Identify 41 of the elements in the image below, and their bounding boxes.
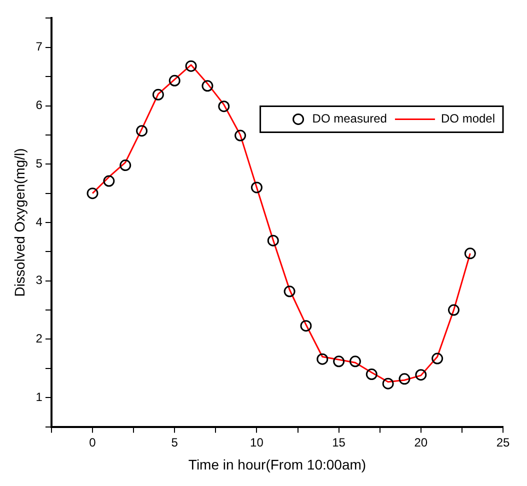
x-tick-label: 15 <box>332 435 346 450</box>
y-tick-label: 2 <box>36 332 43 346</box>
x-tick-label: 5 <box>171 435 178 450</box>
y-tick-label: 1 <box>36 390 43 404</box>
x-tick-label: 0 <box>89 435 96 450</box>
point <box>284 286 296 298</box>
point <box>382 378 394 390</box>
x-tick-label: 20 <box>414 435 428 450</box>
legend-label: DO measured <box>312 112 387 126</box>
point <box>448 304 460 316</box>
point <box>136 125 148 137</box>
point <box>398 373 410 385</box>
point <box>349 356 361 368</box>
point <box>415 369 427 381</box>
x-tick-label: 25 <box>496 435 510 450</box>
point <box>432 352 444 364</box>
point <box>333 356 345 368</box>
legend-label: DO model <box>440 112 496 126</box>
point <box>185 60 197 72</box>
point <box>152 88 164 100</box>
point <box>120 160 132 172</box>
point <box>300 320 312 332</box>
point <box>202 80 214 92</box>
x-axis-title: Time in hour(From 10:00am) <box>188 456 366 472</box>
y-tick-label: 6 <box>36 98 43 112</box>
point <box>267 234 279 246</box>
y-tick-label: 7 <box>36 40 43 54</box>
point <box>103 175 115 187</box>
y-tick-label: 4 <box>36 214 43 229</box>
point <box>250 182 262 194</box>
point <box>366 368 378 380</box>
y-tick-label: 5 <box>36 156 43 170</box>
point <box>86 188 98 200</box>
x-tick-label: 10 <box>250 435 264 450</box>
y-tick-label: 3 <box>36 273 43 288</box>
point <box>316 353 328 365</box>
point <box>168 74 180 86</box>
point <box>464 248 476 260</box>
point <box>234 130 246 142</box>
point <box>218 100 230 112</box>
y-axis-title: Dissolved Oxygen(mg/l) <box>11 148 28 297</box>
